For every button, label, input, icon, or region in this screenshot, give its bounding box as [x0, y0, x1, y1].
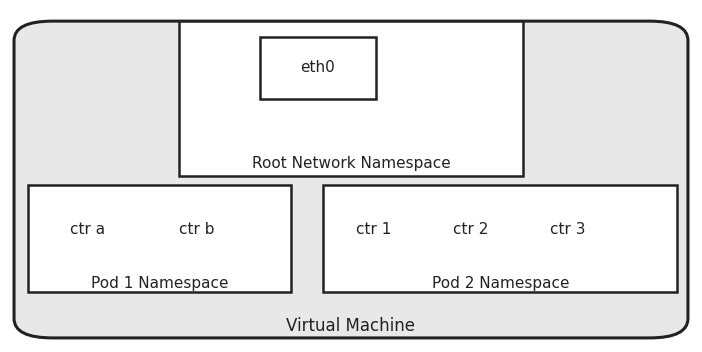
Text: ctr b: ctr b: [179, 222, 214, 237]
Text: eth0: eth0: [300, 60, 335, 75]
Text: Pod 2 Namespace: Pod 2 Namespace: [432, 276, 569, 291]
FancyBboxPatch shape: [337, 197, 411, 262]
Text: ctr 2: ctr 2: [453, 222, 489, 237]
FancyBboxPatch shape: [46, 197, 130, 262]
FancyBboxPatch shape: [154, 197, 239, 262]
Bar: [179, 21, 523, 176]
Text: ctr 3: ctr 3: [550, 222, 585, 237]
Text: ctr 1: ctr 1: [356, 222, 392, 237]
FancyBboxPatch shape: [531, 197, 604, 262]
Bar: [28, 185, 291, 292]
Text: Virtual Machine: Virtual Machine: [286, 316, 416, 335]
Text: Root Network Namespace: Root Network Namespace: [251, 156, 451, 171]
FancyBboxPatch shape: [14, 21, 688, 338]
Bar: [323, 185, 677, 292]
Bar: [260, 37, 376, 99]
FancyBboxPatch shape: [434, 197, 508, 262]
Text: ctr a: ctr a: [70, 222, 105, 237]
Text: Pod 1 Namespace: Pod 1 Namespace: [91, 276, 229, 291]
